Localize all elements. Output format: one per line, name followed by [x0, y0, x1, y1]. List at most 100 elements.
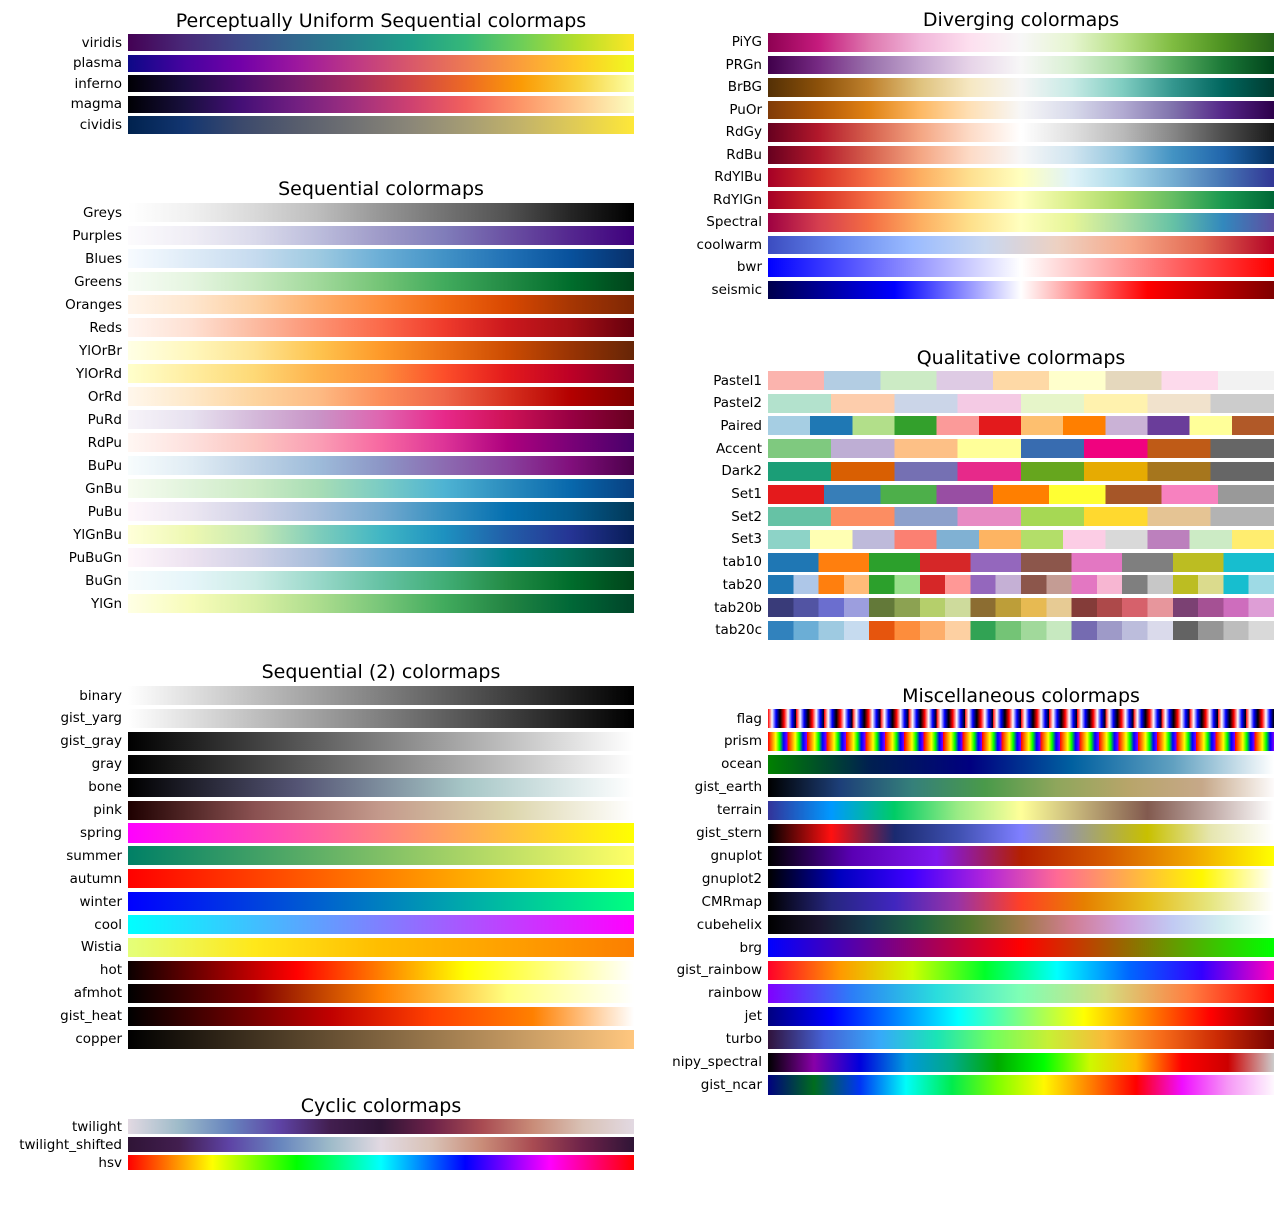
colormap-row-gnuplot: gnuplot — [710, 846, 1274, 866]
colormap-row-gist-stern: gist_stern — [696, 823, 1274, 843]
colormap-label: seismic — [711, 281, 762, 298]
colormap-label: YlOrBr — [79, 342, 122, 359]
colormap-bar-orrd — [128, 387, 634, 407]
colormap-bar-set3 — [768, 529, 1274, 549]
colormap-label: ocean — [721, 756, 762, 773]
colormap-bar-tab20c — [768, 620, 1274, 640]
colormap-bar-pubugn — [128, 548, 634, 568]
colormap-label: afmhot — [73, 985, 122, 1002]
colormap-label: Oranges — [65, 296, 122, 313]
colormap-label: magma — [70, 96, 122, 113]
colormap-label: Set3 — [731, 531, 762, 548]
colormap-row-gnuplot2: gnuplot2 — [702, 869, 1274, 889]
colormap-label: Greens — [74, 273, 122, 290]
colormap-row-autumn: autumn — [70, 869, 634, 889]
colormap-row-summer: summer — [66, 846, 634, 866]
colormap-bar-greys — [128, 203, 634, 223]
colormap-label: hsv — [98, 1154, 122, 1171]
colormap-row-gnbu: GnBu — [85, 479, 634, 499]
colormap-row-pastel2: Pastel2 — [713, 393, 1274, 413]
colormap-label: OrRd — [87, 388, 122, 405]
colormap-bar-hsv — [128, 1155, 634, 1171]
colormap-bar-set1 — [768, 484, 1274, 504]
colormap-row-jet: jet — [745, 1006, 1274, 1026]
colormap-label: BrBG — [727, 79, 762, 96]
colormap-bar-rdbu — [768, 145, 1274, 165]
colormap-label: CMRmap — [701, 893, 762, 910]
colormap-label: summer — [66, 847, 122, 864]
colormap-bar-spectral — [768, 213, 1274, 232]
colormap-label: Spectral — [706, 214, 762, 231]
colormap-label: PuRd — [87, 411, 122, 428]
colormap-label: RdPu — [87, 434, 122, 451]
colormap-bar-paired — [768, 416, 1274, 436]
colormap-row-spring: spring — [80, 823, 634, 843]
colormap-label: turbo — [725, 1031, 762, 1048]
colormap-label: YlOrRd — [75, 365, 122, 382]
colormap-row-ylorrd: YlOrRd — [76, 364, 634, 384]
colormap-label: Accent — [716, 440, 762, 457]
colormap-bar-spring — [128, 823, 634, 843]
colormap-row-tab20c: tab20c — [715, 620, 1274, 640]
colormap-bar-binary — [128, 686, 634, 706]
colormap-row-ylgnbu: YlGnBu — [73, 525, 634, 545]
colormap-row-greys: Greys — [83, 203, 634, 223]
panel-title: Cyclic colormaps — [300, 1095, 462, 1117]
colormap-bar-seismic — [768, 280, 1274, 300]
colormap-label: PiYG — [731, 34, 762, 51]
colormap-row-gist-earth: gist_earth — [695, 777, 1274, 797]
colormap-bar-cividis — [128, 116, 634, 134]
colormap-label: winter — [79, 893, 123, 910]
colormap-bar-ylgnbu — [128, 525, 634, 545]
colormap-bar-pastel2 — [768, 393, 1274, 413]
colormap-bar-turbo — [768, 1029, 1274, 1049]
colormap-label: gist_earth — [694, 779, 762, 796]
colormap-label: pink — [93, 802, 122, 819]
colormap-label: YlGnBu — [73, 526, 122, 543]
colormap-row-plasma: plasma — [73, 54, 634, 72]
colormap-bar-bupu — [128, 456, 634, 476]
colormap-row-gist-heat: gist_heat — [60, 1006, 634, 1026]
colormap-row-gray: gray — [92, 754, 634, 774]
colormap-row-brbg: BrBG — [728, 78, 1274, 97]
colormap-bar-pastel1 — [768, 371, 1274, 391]
colormap-row-bupu: BuPu — [88, 456, 634, 476]
colormap-label: terrain — [716, 802, 762, 819]
colormap-row-greens: Greens — [74, 272, 634, 292]
colormap-row-set3: Set3 — [731, 529, 1274, 549]
colormap-label: gist_gray — [60, 733, 122, 750]
colormap-bar-piyg — [768, 33, 1274, 52]
colormap-label: PuOr — [729, 101, 762, 118]
colormap-row-bugn: BuGn — [85, 571, 634, 591]
panel-title: Sequential (2) colormaps — [261, 661, 501, 683]
colormap-bar-gist-rainbow — [768, 960, 1274, 981]
panel-title: Sequential colormaps — [278, 178, 484, 200]
colormap-label: RdYlGn — [713, 191, 762, 208]
colormap-bar-tab20 — [768, 575, 1274, 595]
colormap-bar-bugn — [128, 571, 634, 591]
colormap-bar-summer — [128, 846, 634, 866]
colormap-bar-nipy-spectral — [768, 1052, 1274, 1072]
colormap-bar-wistia — [128, 937, 634, 958]
colormap-bar-tab10 — [768, 552, 1274, 572]
colormap-bar-gnuplot — [768, 846, 1274, 866]
colormap-label: BuGn — [85, 572, 122, 589]
colormap-row-reds: Reds — [89, 318, 634, 338]
colormap-label: RdGy — [725, 124, 762, 141]
colormap-bar-bwr — [768, 258, 1274, 277]
colormap-row-terrain: terrain — [717, 800, 1274, 820]
panel-title: Miscellaneous colormaps — [902, 685, 1140, 707]
colormap-label: GnBu — [85, 480, 122, 497]
colormap-row-tab20: tab20 — [723, 575, 1274, 595]
colormap-label: PRGn — [725, 56, 762, 73]
colormap-label: viridis — [81, 34, 122, 51]
colormap-label: hot — [99, 962, 122, 979]
colormap-label: tab10 — [722, 554, 762, 571]
colormap-bar-blues — [128, 249, 634, 269]
colormap-label: Dark2 — [721, 463, 762, 480]
colormap-row-winter: winter — [80, 892, 634, 912]
colormap-bar-afmhot — [128, 983, 634, 1003]
colormap-bar-brbg — [768, 78, 1274, 97]
colormap-row-viridis: viridis — [82, 34, 634, 52]
colormap-bar-jet — [768, 1006, 1274, 1026]
